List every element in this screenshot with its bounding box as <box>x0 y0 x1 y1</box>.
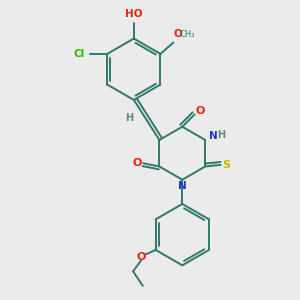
Text: O: O <box>133 158 142 168</box>
Text: O: O <box>195 106 204 116</box>
Text: H: H <box>218 130 226 140</box>
Text: CH₃: CH₃ <box>179 30 195 39</box>
Text: HO: HO <box>125 9 142 19</box>
Text: O: O <box>136 252 146 262</box>
Text: O: O <box>173 29 182 39</box>
Text: Cl: Cl <box>74 49 85 59</box>
Text: H: H <box>125 113 133 123</box>
Text: N: N <box>178 181 187 190</box>
Text: N: N <box>209 131 218 141</box>
Text: S: S <box>223 160 231 170</box>
